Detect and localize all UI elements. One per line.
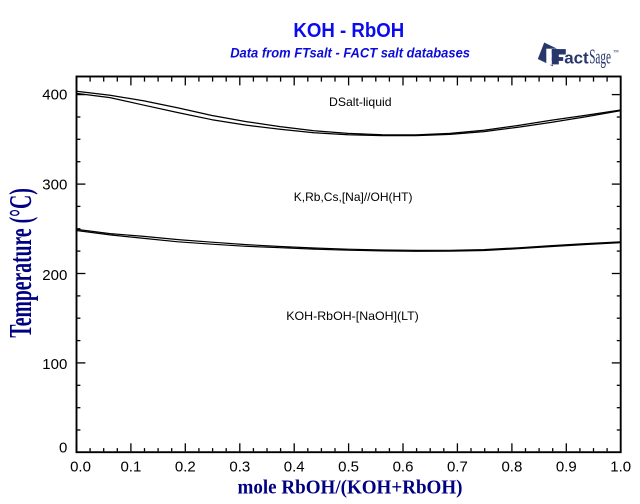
svg-text:0.4: 0.4 xyxy=(284,459,305,476)
svg-text:mole RbOH/(KOH+RbOH): mole RbOH/(KOH+RbOH) xyxy=(238,477,463,499)
svg-text:0.1: 0.1 xyxy=(120,459,141,476)
svg-text:0.6: 0.6 xyxy=(393,459,414,476)
svg-text:Sage: Sage xyxy=(589,45,611,69)
svg-text:DSalt-liquid: DSalt-liquid xyxy=(329,95,392,109)
svg-text:300: 300 xyxy=(42,177,67,194)
svg-text:0.0: 0.0 xyxy=(70,459,91,476)
svg-text:100: 100 xyxy=(42,356,67,373)
svg-text:200: 200 xyxy=(42,267,67,284)
svg-text:400: 400 xyxy=(42,86,67,103)
svg-text:act: act xyxy=(564,49,589,68)
svg-text:0.2: 0.2 xyxy=(175,459,196,476)
svg-text:KOH-RbOH-[NaOH](LT): KOH-RbOH-[NaOH](LT) xyxy=(286,309,419,323)
svg-text:K,Rb,Cs,[Na]//OH(HT): K,Rb,Cs,[Na]//OH(HT) xyxy=(294,190,413,204)
svg-text:Temperature (°C): Temperature (°C) xyxy=(2,188,38,337)
svg-text:1.0: 1.0 xyxy=(610,459,631,476)
svg-text:0.7: 0.7 xyxy=(447,459,468,476)
svg-text:0: 0 xyxy=(59,439,67,456)
svg-text:Data from FTsalt - FACT salt d: Data from FTsalt - FACT salt databases xyxy=(230,44,470,60)
svg-text:0.5: 0.5 xyxy=(338,459,359,476)
svg-text:0.3: 0.3 xyxy=(229,459,250,476)
svg-text:0.8: 0.8 xyxy=(501,459,522,476)
svg-text:0.9: 0.9 xyxy=(556,459,577,476)
svg-text:KOH - RbOH: KOH - RbOH xyxy=(293,20,404,42)
svg-text:™: ™ xyxy=(613,49,619,56)
